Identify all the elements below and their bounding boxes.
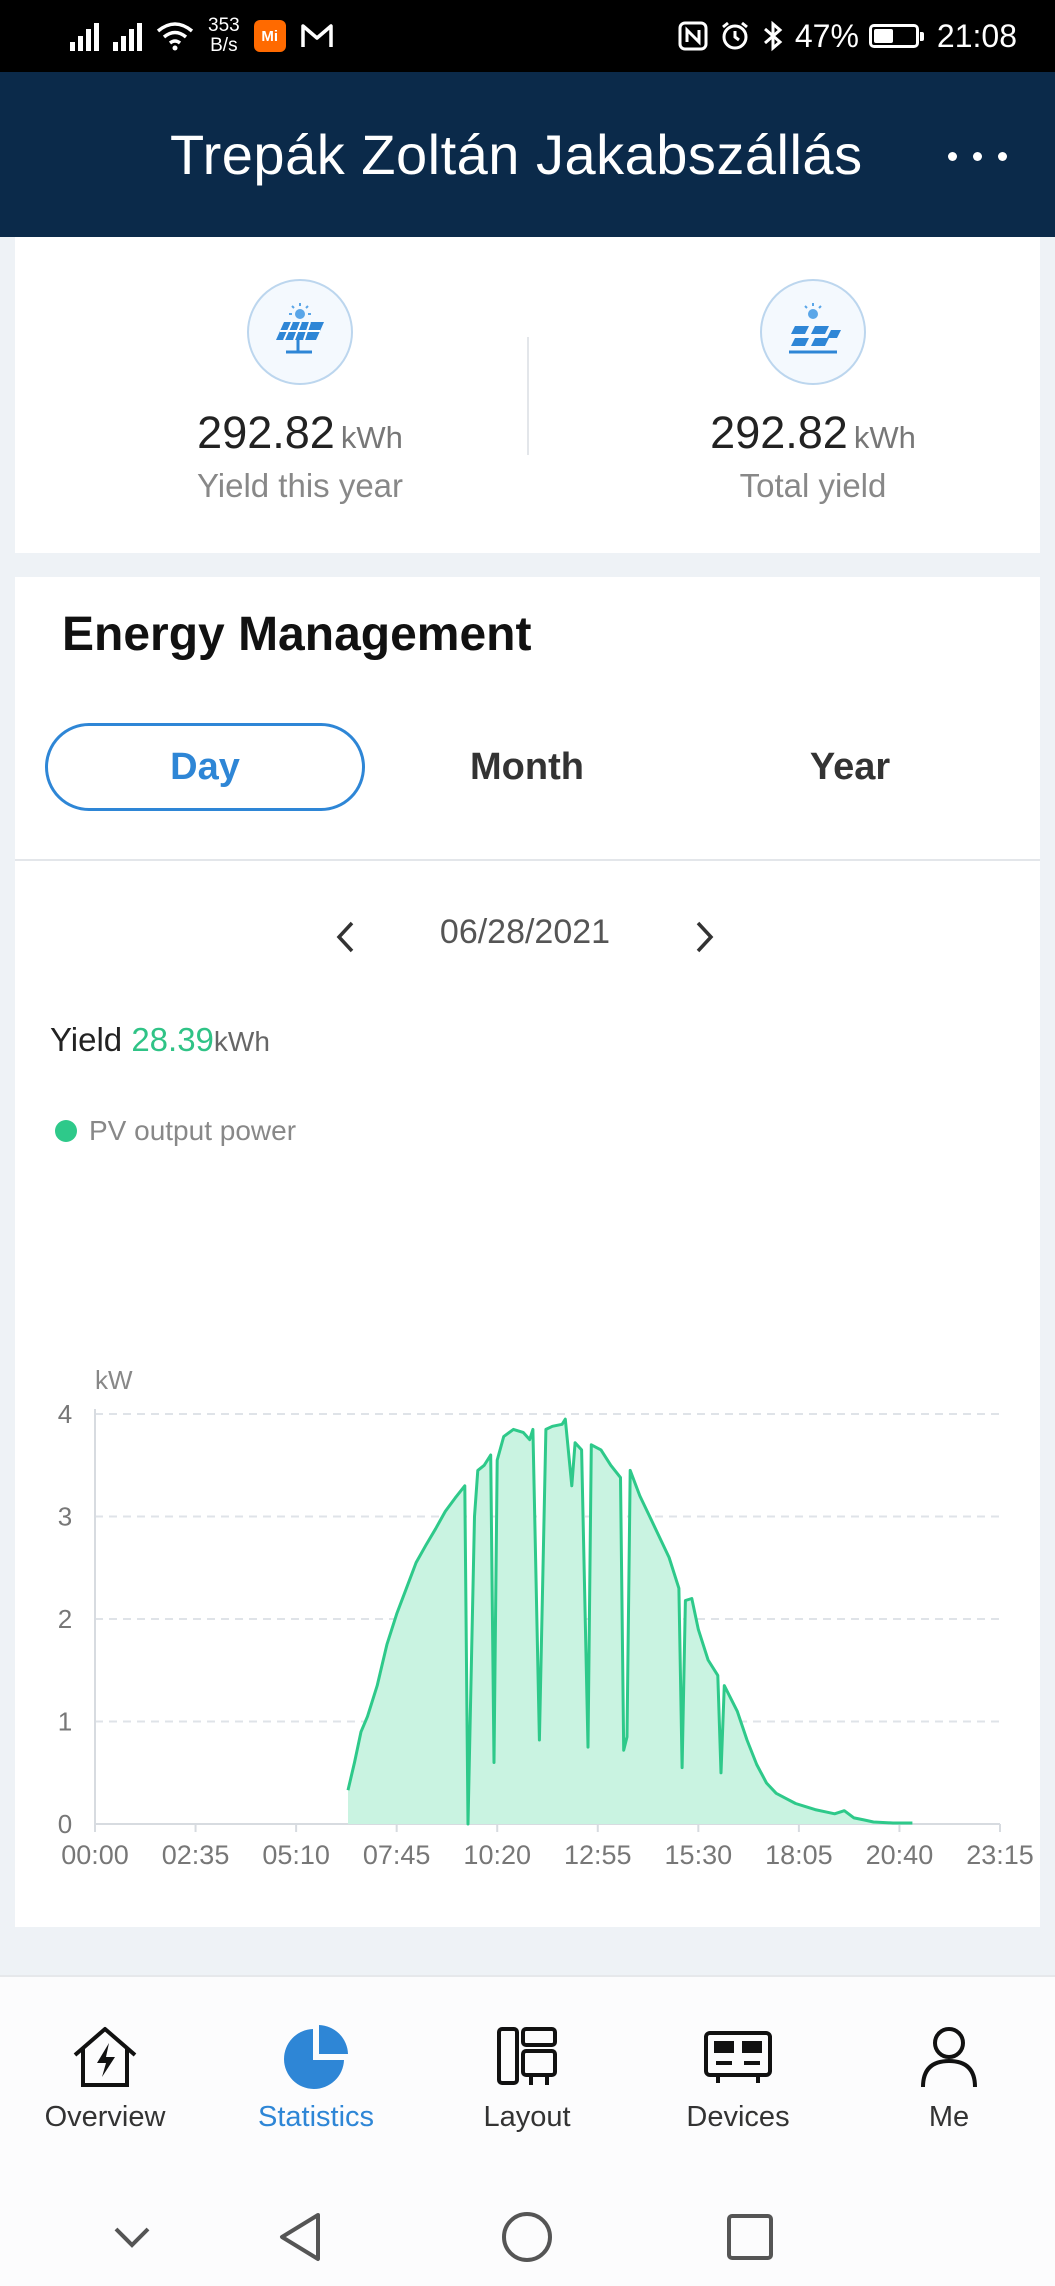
pie-chart-icon	[216, 2017, 416, 2097]
nav-layout[interactable]: Layout	[427, 2017, 627, 2134]
yield-total-label: Total yield	[739, 467, 887, 504]
day-yield-label: Yield	[50, 1021, 123, 1058]
pv-power-chart[interactable]: kW 0 1 2 3 4 00:00 02:35 05:10 07:45 10:20 12:55 15:…	[15, 1157, 1040, 1897]
house-bolt-icon	[5, 2017, 205, 2097]
page-title: Trepák Zoltán Jakabszállás	[170, 123, 863, 186]
devices-icon	[638, 2017, 838, 2097]
x-tick-18-05: 18:05	[765, 1840, 833, 1870]
current-date[interactable]: 06/28/2021	[439, 913, 611, 951]
status-left: 353 B/s Mi	[70, 12, 334, 60]
yield-divider	[527, 337, 529, 455]
yield-total: 292.82 kWh Total yield	[603, 279, 1023, 505]
energy-management-card: Energy Management Day Month Year 06/28/2…	[15, 577, 1040, 1927]
solar-array-icon	[760, 279, 866, 385]
pv-power-area	[348, 1419, 913, 1824]
yield-this-year-label: Yield this year	[196, 467, 404, 504]
day-yield: Yield 28.39kWh	[50, 1021, 270, 1059]
x-tick-00-00: 00:00	[61, 1840, 129, 1870]
net-speed: 353 B/s	[208, 16, 240, 56]
chevron-right-icon	[696, 921, 714, 953]
yield-total-number: 292.82	[710, 407, 848, 458]
nfc-icon	[678, 21, 708, 51]
prev-date-button[interactable]	[315, 907, 375, 967]
y-tick-0: 0	[58, 1809, 72, 1839]
home-icon[interactable]	[487, 2197, 567, 2277]
nav-devices[interactable]: Devices	[638, 2017, 838, 2134]
collapse-icon[interactable]	[92, 2197, 172, 2277]
x-tick-07-45: 07:45	[363, 1840, 431, 1870]
app-header: Trepák Zoltán Jakabszállás	[0, 72, 1055, 237]
yield-this-year: 292.82 kWh Yield this year	[90, 279, 510, 505]
day-yield-unit: kWh	[213, 1026, 270, 1057]
mi-app-icon: Mi	[253, 20, 286, 52]
net-speed-value: 353	[208, 15, 240, 36]
pv-power-line	[346, 1417, 913, 1826]
chart-legend[interactable]: PV output power	[55, 1115, 296, 1147]
yield-this-year-value: 292.82 kWh	[90, 407, 510, 459]
tab-day[interactable]: Day	[45, 723, 365, 811]
layout-icon	[427, 2017, 627, 2097]
clock: 21:08	[936, 17, 1017, 54]
wifi-icon	[156, 22, 194, 51]
tab-year[interactable]: Year	[809, 745, 891, 788]
nav-me[interactable]: Me	[849, 2017, 1049, 2134]
legend-dot	[55, 1120, 77, 1142]
nav-overview[interactable]: Overview	[5, 2017, 205, 2134]
system-nav-bar	[0, 2177, 1055, 2286]
next-date-button[interactable]	[675, 907, 735, 967]
y-tick-4: 4	[58, 1399, 72, 1429]
tab-month[interactable]: Month	[470, 745, 584, 788]
signal-icon-2	[113, 21, 142, 51]
battery-icon	[868, 24, 924, 48]
nav-statistics[interactable]: Statistics	[216, 2017, 416, 2134]
battery-fill	[873, 29, 893, 43]
nav-me-label: Me	[928, 2101, 970, 2133]
nav-statistics-label: Statistics	[257, 2101, 375, 2133]
x-tick-02-35: 02:35	[162, 1840, 230, 1870]
recents-icon[interactable]	[710, 2197, 790, 2277]
period-tabs: Day Month Year	[45, 723, 1015, 811]
alarm-icon	[721, 21, 748, 50]
bottom-nav: Overview Statistics Layout Devices	[0, 1977, 1055, 2157]
solar-panel-sun-icon	[247, 279, 353, 385]
bottom-area: Overview Statistics Layout Devices	[0, 1975, 1055, 2286]
day-yield-value: 28.39	[131, 1021, 214, 1058]
status-right: 47% 21:08	[677, 12, 1017, 60]
nav-devices-label: Devices	[686, 2101, 790, 2133]
nav-overview-label: Overview	[44, 2101, 166, 2133]
legend-label: PV output power	[89, 1115, 297, 1146]
x-tick-20-40: 20:40	[866, 1840, 934, 1870]
y-tick-3: 3	[58, 1502, 72, 1532]
x-tick-23-15: 23:15	[966, 1840, 1034, 1870]
nav-layout-label: Layout	[483, 2101, 571, 2133]
bluetooth-icon	[763, 20, 783, 52]
mail-icon	[300, 24, 333, 47]
signal-icon	[70, 21, 99, 51]
more-options-icon[interactable]	[948, 152, 1007, 161]
y-axis-unit-label: kW	[95, 1365, 133, 1395]
x-tick-15-30: 15:30	[665, 1840, 733, 1870]
x-tick-10-20: 10:20	[463, 1840, 531, 1870]
y-tick-2: 2	[58, 1604, 72, 1634]
yield-summary-card: 292.82 kWh Yield this year 292.82 kWh Tota…	[15, 237, 1040, 553]
energy-management-title: Energy Management	[62, 608, 532, 661]
back-icon[interactable]	[260, 2197, 340, 2277]
yield-total-value: 292.82 kWh	[603, 407, 1023, 459]
x-tick-12-55: 12:55	[564, 1840, 632, 1870]
person-icon	[849, 2017, 1049, 2097]
net-speed-unit: B/s	[210, 35, 238, 56]
yield-this-year-unit: kWh	[340, 420, 403, 455]
x-tick-05-10: 05:10	[262, 1840, 330, 1870]
status-bar: 353 B/s Mi 47% 21:08	[0, 0, 1055, 72]
y-tick-1: 1	[58, 1707, 72, 1737]
yield-total-unit: kWh	[853, 420, 916, 455]
yield-this-year-number: 292.82	[197, 407, 335, 458]
battery-percent: 47%	[794, 17, 859, 54]
chevron-left-icon	[336, 921, 354, 953]
tabs-divider	[15, 859, 1040, 861]
date-navigator: 06/28/2021	[15, 907, 1040, 967]
